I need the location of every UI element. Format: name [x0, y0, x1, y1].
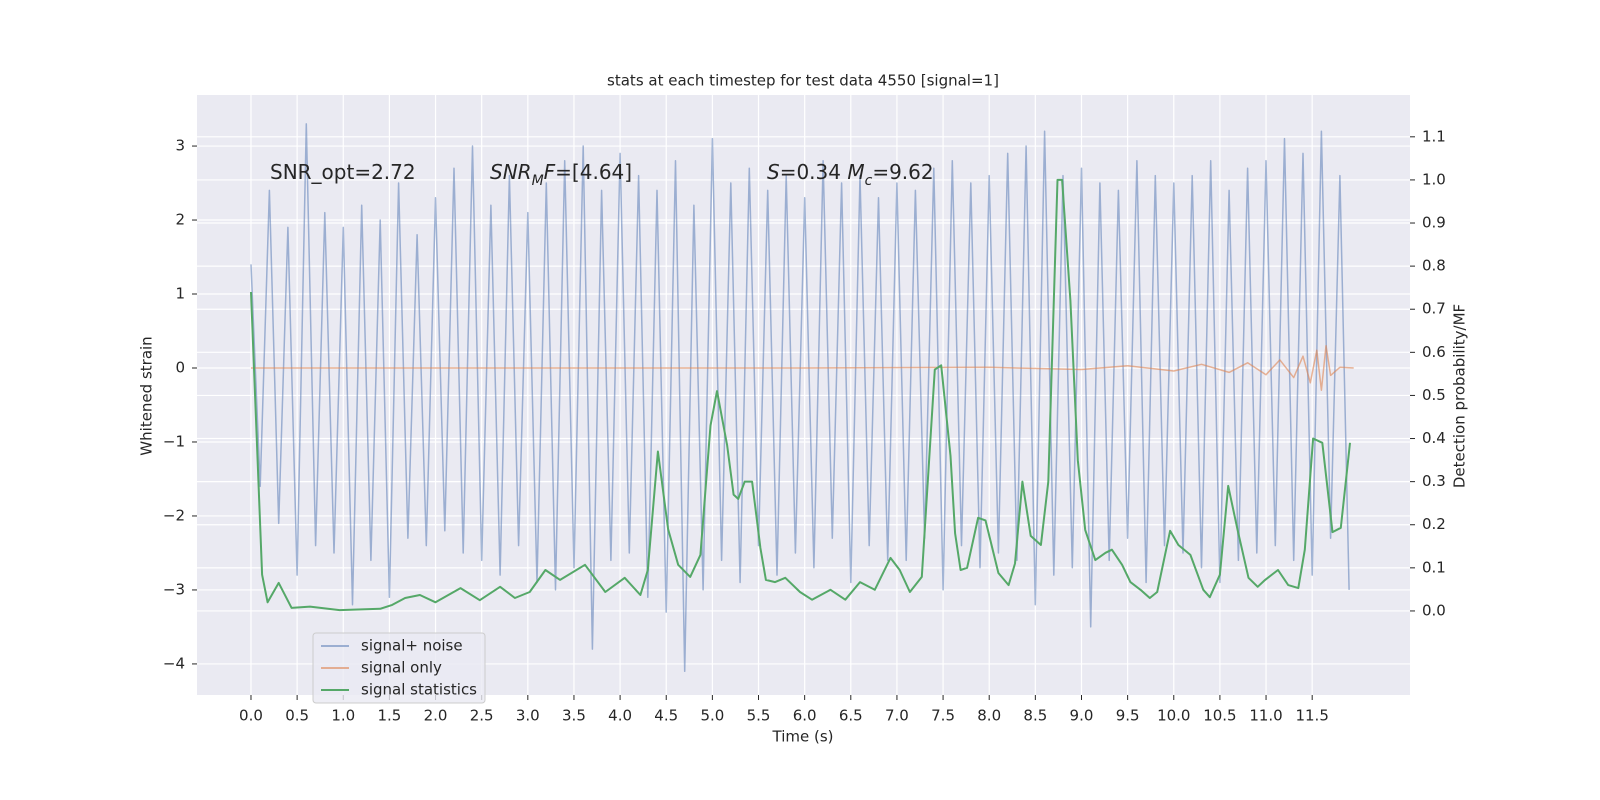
y-tick-label: −2	[163, 506, 185, 524]
y-tick-label: −3	[163, 580, 185, 598]
y2-tick-label: 1.0	[1422, 170, 1446, 188]
y2-tick-label: 0.1	[1422, 558, 1446, 576]
x-tick-label: 10.5	[1203, 707, 1236, 725]
x-tick-label: 3.0	[516, 707, 540, 725]
y2-tick-label: 0.2	[1422, 515, 1446, 533]
y2-tick-label: 0.5	[1422, 386, 1446, 404]
y-axis-label: Whitened strain	[138, 336, 156, 455]
x-tick-label: 5.5	[747, 707, 771, 725]
y2-tick-label: 0.3	[1422, 472, 1446, 490]
x-tick-label: 9.5	[1116, 707, 1140, 725]
annotation-part: c	[865, 173, 873, 189]
annotation-part: F	[544, 160, 556, 184]
x-axis-label: Time (s)	[772, 728, 834, 746]
y2-axis-label: Detection probability/MF	[1451, 304, 1469, 488]
series-line	[250, 123, 1350, 673]
y-tick-label: 2	[175, 211, 185, 229]
y2-tick-label: 0.8	[1422, 257, 1446, 275]
y2-tick-label: 0.0	[1422, 601, 1446, 619]
series-line	[251, 345, 1354, 391]
annotation: SNRMF=[4.64]	[490, 160, 632, 190]
x-tick-label: 8.5	[1023, 707, 1047, 725]
x-tick-label: 0.0	[239, 707, 263, 725]
annotation-part: SNR_opt=2.72	[270, 160, 416, 184]
x-tick-label: 1.0	[331, 707, 355, 725]
x-tick-label: 11.5	[1295, 707, 1328, 725]
legend-box	[312, 632, 486, 704]
x-tick-label: 3.5	[562, 707, 586, 725]
y-tick-label: −4	[163, 654, 185, 672]
y2-tick-label: 0.7	[1422, 300, 1446, 318]
annotation-part: M	[847, 160, 864, 184]
x-tick-label: 10.0	[1157, 707, 1190, 725]
y2-tick-label: 0.9	[1422, 214, 1446, 232]
x-tick-label: 2.0	[424, 707, 448, 725]
y2-tick-label: 0.4	[1422, 429, 1446, 447]
x-tick-label: 1.5	[377, 707, 401, 725]
x-tick-label: 0.5	[285, 707, 309, 725]
legend-label: signal+ noise	[361, 637, 463, 655]
x-tick-label: 9.0	[1070, 707, 1094, 725]
y-tick-label: 0	[175, 358, 185, 376]
annotation: SNR_opt=2.72	[270, 160, 416, 184]
x-tick-label: 8.0	[977, 707, 1001, 725]
annotation: S=0.34 Mc=9.62	[767, 160, 934, 190]
y-tick-label: −1	[163, 432, 185, 450]
legend-label: signal only	[361, 659, 442, 677]
x-tick-label: 6.0	[793, 707, 817, 725]
legend-label: signal statistics	[361, 681, 477, 699]
x-tick-label: 7.0	[885, 707, 909, 725]
annotation-part: =9.62	[872, 160, 933, 184]
annotation-part: =[4.64]	[555, 160, 632, 184]
x-tick-label: 6.5	[839, 707, 863, 725]
x-tick-label: 11.0	[1249, 707, 1282, 725]
chart-title: stats at each timestep for test data 455…	[607, 72, 999, 90]
y-tick-label: 1	[175, 285, 185, 303]
y2-tick-label: 1.1	[1422, 127, 1446, 145]
x-tick-label: 4.5	[654, 707, 678, 725]
y2-tick-label: 0.6	[1422, 343, 1446, 361]
x-tick-label: 5.0	[700, 707, 724, 725]
annotation-part: S	[767, 160, 780, 184]
x-tick-label: 7.5	[931, 707, 955, 725]
y-tick-label: 3	[175, 137, 185, 155]
annotation-part: M	[532, 173, 544, 189]
annotation-part: SNR	[490, 160, 532, 184]
series-line	[250, 178, 1351, 612]
x-tick-label: 4.0	[608, 707, 632, 725]
x-tick-label: 2.5	[470, 707, 494, 725]
annotation-part: =0.34	[780, 160, 848, 184]
